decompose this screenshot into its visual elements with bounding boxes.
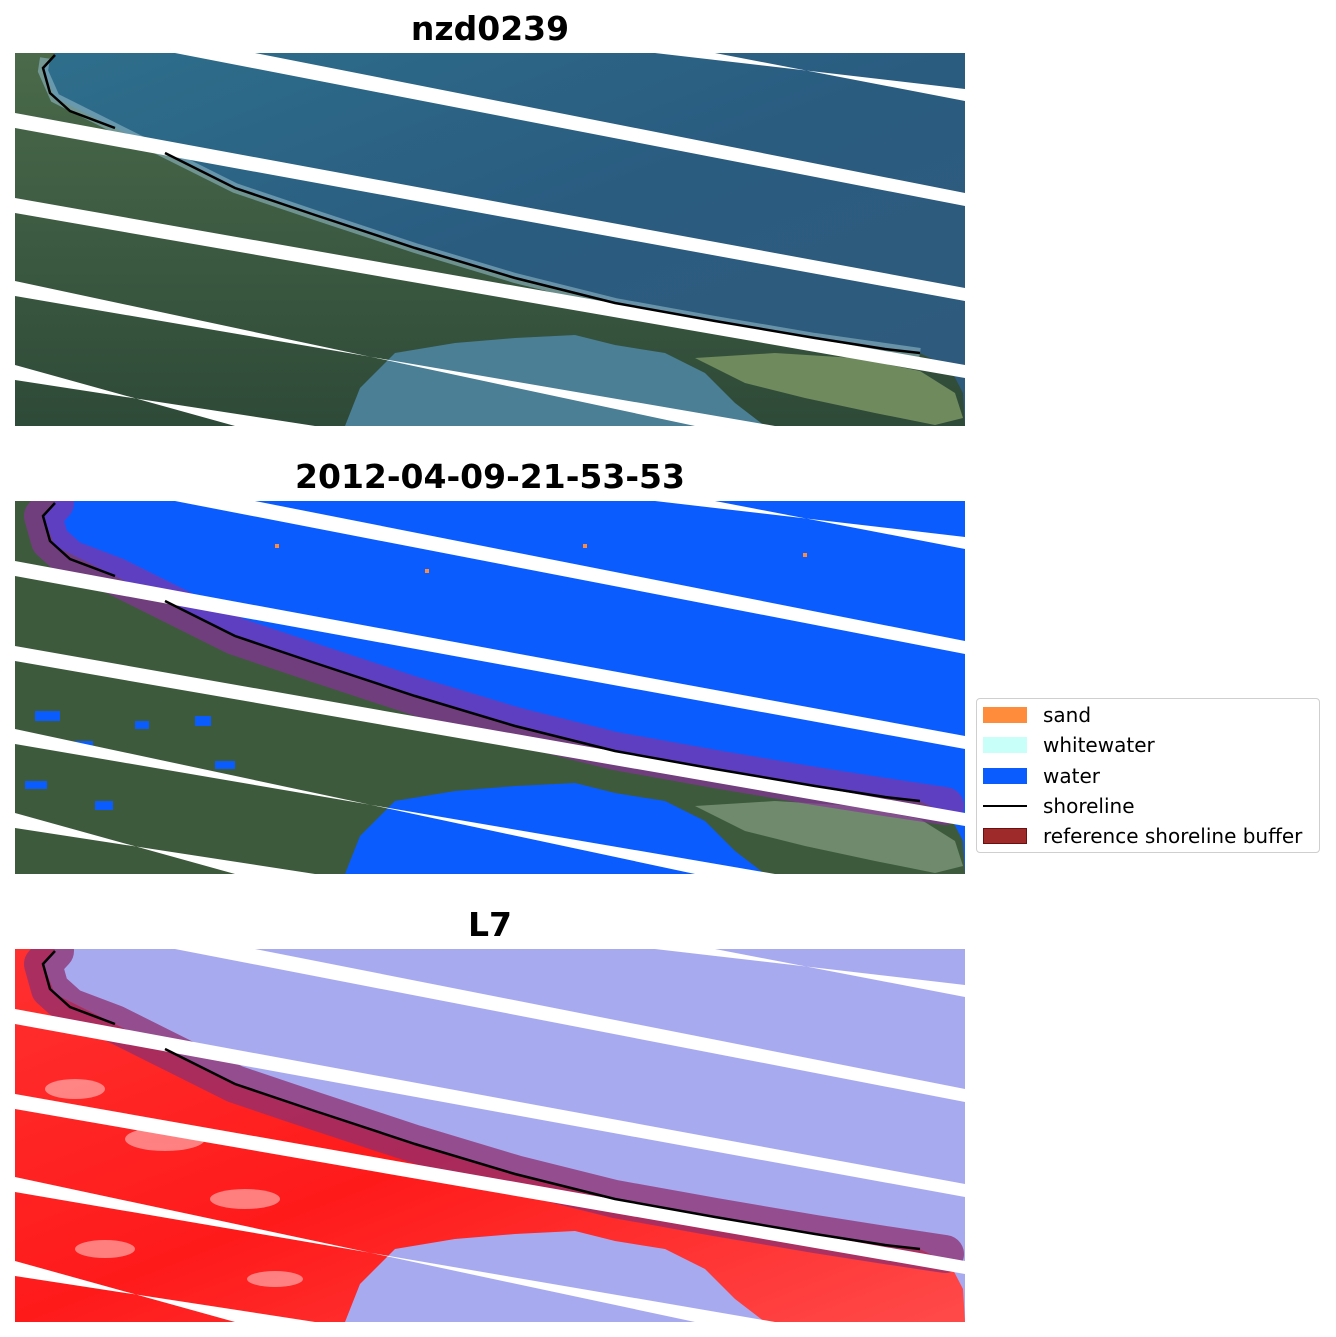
legend-item-sand: sand — [983, 703, 1092, 727]
legend-item-reference-buffer: reference shoreline buffer — [983, 824, 1303, 848]
peninsula-land — [695, 801, 963, 873]
panel-3-title: L7 — [468, 905, 512, 944]
legend-label-whitewater: whitewater — [1043, 733, 1155, 757]
sand-pixels — [275, 544, 807, 573]
bay-water — [345, 1231, 765, 1322]
shoreline — [41, 950, 921, 1251]
rgb-satellite-image — [15, 53, 965, 426]
shoreline — [41, 502, 921, 803]
sand-swatch — [983, 707, 1027, 723]
legend-label-shoreline: shoreline — [1043, 794, 1135, 818]
panel-3-index-image — [15, 949, 965, 1322]
legend-label-sand: sand — [1043, 703, 1092, 727]
water-swatch — [983, 768, 1027, 784]
shoreline-line-swatch — [983, 805, 1027, 807]
panel-1-title: nzd0239 — [410, 9, 570, 48]
legend: sand whitewater water shoreline referenc… — [976, 698, 1320, 853]
bay-water — [345, 783, 765, 874]
legend-label-water: water — [1043, 764, 1100, 788]
whitewater-swatch — [983, 737, 1027, 753]
classification-image — [15, 501, 965, 874]
legend-item-water: water — [983, 764, 1100, 788]
legend-label-reference-buffer: reference shoreline buffer — [1043, 824, 1303, 848]
legend-item-whitewater: whitewater — [983, 733, 1155, 757]
scan-line-gaps — [15, 949, 965, 1322]
peninsula-land — [695, 353, 963, 425]
scan-line-gaps — [15, 501, 965, 874]
scan-line-gaps — [15, 53, 965, 426]
bay-water — [345, 335, 765, 426]
water-index-image — [15, 949, 965, 1322]
panel-2-classified-image — [15, 501, 965, 874]
shoreline — [41, 54, 921, 355]
panel-2-title: 2012-04-09-21-53-53 — [295, 457, 685, 496]
panel-1-rgb-image — [15, 53, 965, 426]
terrain-highlights — [45, 1079, 303, 1287]
buffer-swatch — [983, 828, 1027, 844]
legend-item-shoreline: shoreline — [983, 794, 1135, 818]
